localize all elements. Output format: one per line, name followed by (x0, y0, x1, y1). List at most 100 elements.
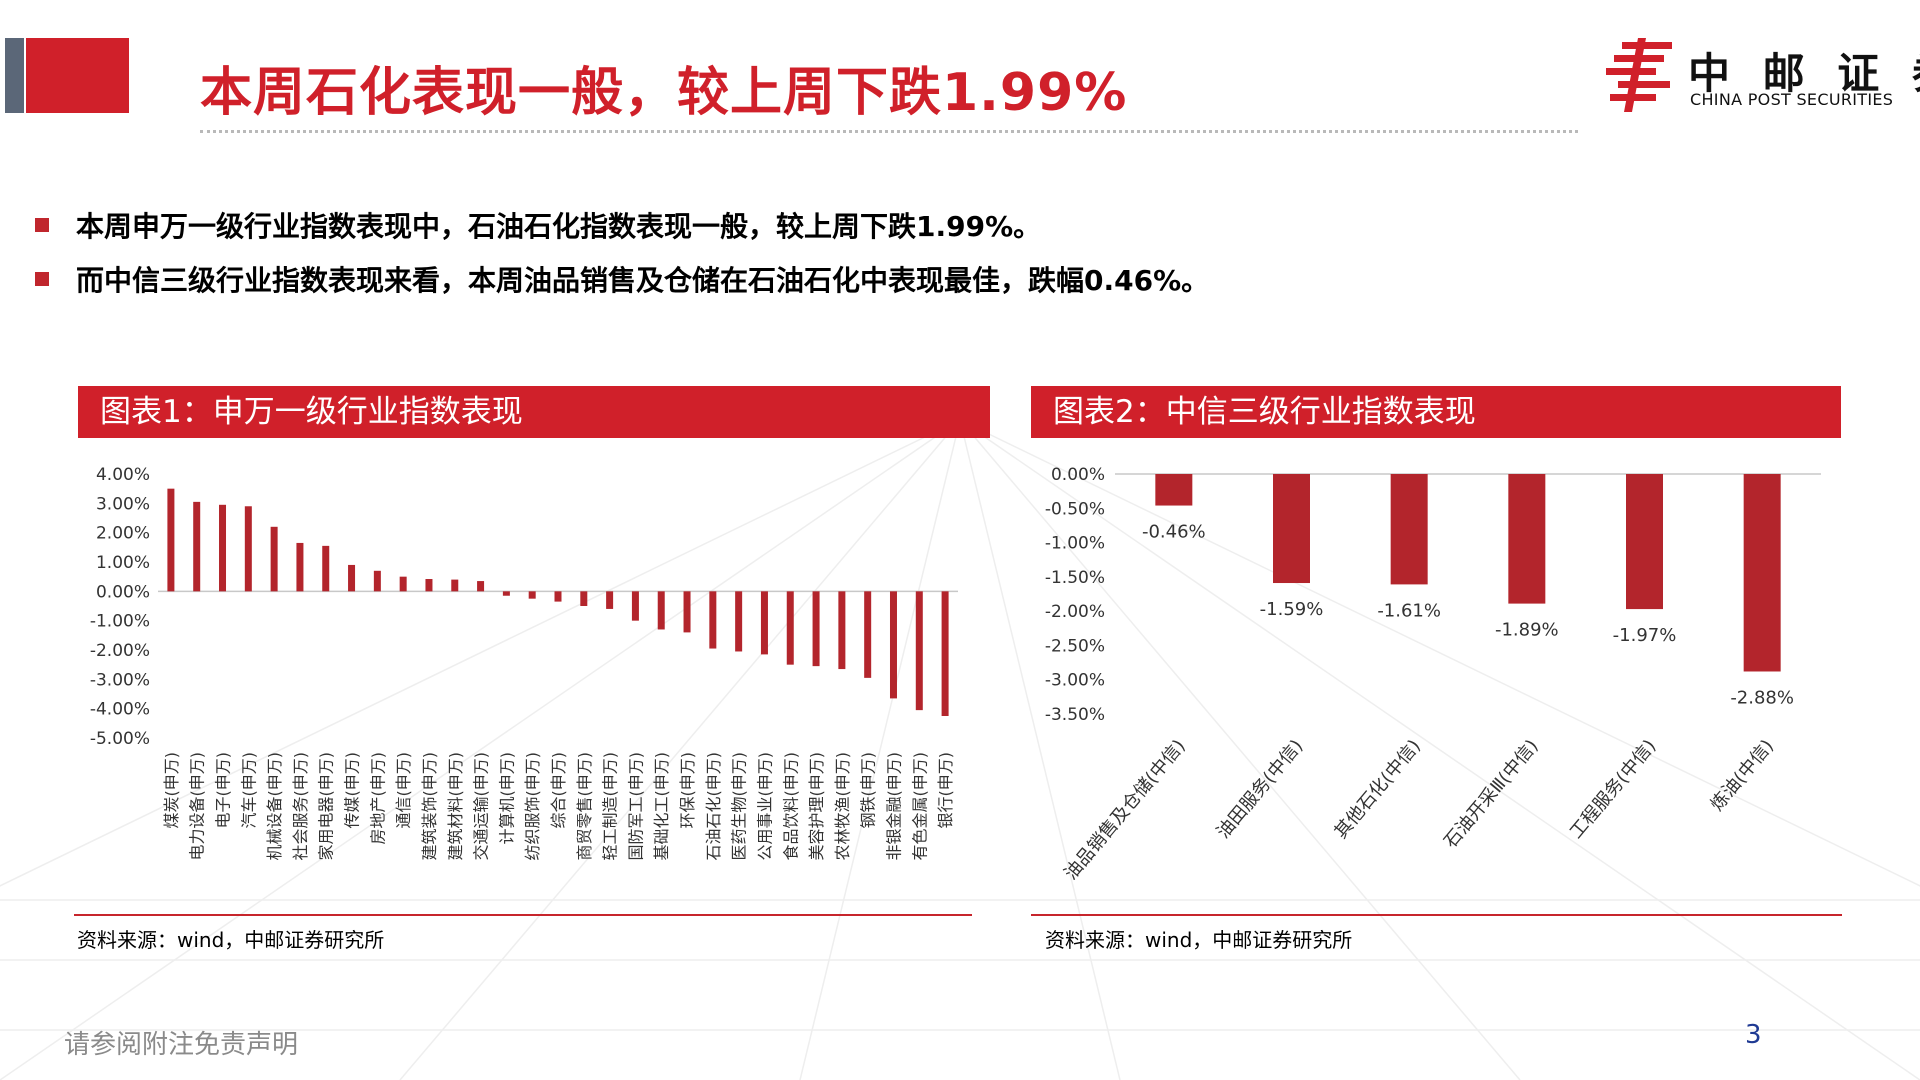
chart1-y-tick-label: -5.00% (90, 729, 150, 749)
chart2-y-tick-label: -3.50% (1045, 705, 1105, 725)
chart2-source-divider (1031, 914, 1842, 916)
chart1-category-label: 轻工制造(申万) (601, 752, 620, 861)
chart1-source-divider (74, 914, 972, 916)
chart1-y-tick-label: 1.00% (96, 553, 150, 573)
chart2-heading: 图表2：中信三级行业指数表现 (1031, 386, 1841, 438)
chart1-category-label: 银行(申万) (936, 752, 955, 829)
chart2-category-label: 石油开采Ⅲ(中信) (1440, 736, 1543, 853)
summary-bullets: 本周申万一级行业指数表现中，石油石化指数表现一般，较上周下跌1.99%。 而中信… (30, 198, 1209, 306)
chart1-bar (193, 501, 201, 592)
chart1-y-tick-label: -1.00% (90, 612, 150, 632)
chart1-category-label: 传媒(申万) (343, 752, 362, 829)
chart1-category-label: 商贸零售(申万) (575, 752, 594, 861)
chart1-bar (709, 591, 717, 649)
chart1-y-tick-label: 4.00% (96, 465, 150, 485)
chart1-category-label: 环保(申万) (678, 752, 697, 829)
chart1-y-tick-label: 2.00% (96, 524, 150, 544)
chart2-bar (1390, 474, 1428, 585)
chart1-y-tick-label: -3.00% (90, 670, 150, 690)
chart2-bar (1626, 474, 1663, 610)
chart1-bar (399, 576, 407, 592)
chart1-category-label: 石油石化(申万) (704, 752, 723, 861)
chart1-category-label: 通信(申万) (394, 752, 413, 829)
chart1-category-label: 电力设备(申万) (188, 752, 207, 861)
chart1-y-tick-label: -4.00% (90, 700, 150, 720)
title-divider (200, 130, 1578, 133)
page-number: 3 (1745, 1020, 1762, 1050)
chart1-category-label: 建筑装饰(申万) (420, 752, 439, 861)
chart2-y-tick-label: -3.00% (1045, 671, 1105, 691)
chart1-category-label: 煤炭(申万) (162, 752, 181, 829)
logo-english-name: CHINA POST SECURITIES (1690, 90, 1894, 109)
chart1-category-label: 非银金融(申万) (884, 752, 903, 861)
chart2-data-label: -2.88% (1730, 687, 1794, 708)
chart1-bar (296, 542, 304, 592)
chart2-bar (1508, 474, 1546, 604)
chart1-category-label: 汽车(申万) (239, 752, 258, 829)
chart1-bar (786, 591, 794, 665)
chart1-y-tick-label: 0.00% (96, 582, 150, 602)
header-accent-dark (5, 38, 24, 113)
chart1-bar (554, 591, 562, 602)
chart2-bar (1273, 474, 1310, 584)
chart1-bar (606, 591, 614, 609)
chart1-category-label: 交通运输(申万) (472, 752, 491, 861)
chart1-y-tick-label: -2.00% (90, 641, 150, 661)
chart2-data-label: -1.59% (1260, 599, 1324, 620)
bullet-item: 本周申万一级行业指数表现中，石油石化指数表现一般，较上周下跌1.99%。 (30, 198, 1209, 252)
chart2-data-label: -0.46% (1142, 522, 1206, 543)
chart1-bar (425, 579, 433, 592)
chart1-category-label: 钢铁(申万) (859, 752, 878, 829)
chart1-category-label: 医药生物(申万) (730, 752, 749, 861)
chart1-category-label: 国防军工(申万) (626, 752, 645, 861)
chart1-bar (580, 591, 588, 606)
chart1-category-label: 电子(申万) (214, 752, 233, 829)
chart1-category-label: 综合(申万) (549, 752, 568, 829)
chart2-category-label: 炼油(中信) (1707, 736, 1778, 815)
chart1-bar (219, 504, 227, 592)
chart1-bar (244, 506, 252, 592)
chart2-source: 资料来源：wind，中邮证券研究所 (1045, 928, 1353, 952)
chart1-category-label: 美容护理(申万) (807, 752, 826, 861)
chart2-data-label: -1.89% (1495, 620, 1559, 641)
chart2-data-label: -1.97% (1613, 625, 1677, 646)
bullet-item: 而中信三级行业指数表现来看，本周油品销售及仓储在石油石化中表现最佳，跌幅0.46… (30, 252, 1209, 306)
chart2-category-label: 工程服务(中信) (1566, 736, 1661, 843)
chart2-y-tick-label: -2.50% (1045, 636, 1105, 656)
chart1-bar (683, 591, 691, 633)
disclaimer: 请参阅附注免责声明 (64, 1030, 299, 1060)
page-title: 本周石化表现一般，较上周下跌1.99% (200, 63, 1128, 123)
china-post-emblem-icon (1606, 38, 1672, 112)
chart1-category-label: 有色金属(申万) (910, 752, 929, 861)
chart2-y-tick-label: -0.50% (1045, 499, 1105, 519)
chart2-y-tick-label: -1.00% (1045, 534, 1105, 554)
bullet-text: 而中信三级行业指数表现来看，本周油品销售及仓储在石油石化中表现最佳，跌幅0.46… (76, 264, 1210, 297)
chart1-bar (812, 591, 820, 667)
chart1-bar (373, 570, 381, 592)
chart1-source: 资料来源：wind，中邮证券研究所 (77, 928, 385, 952)
chart1-category-label: 纺织服饰(申万) (523, 752, 542, 861)
chart1-bar (270, 526, 278, 592)
chart1-bar (657, 591, 665, 630)
chart1-category-label: 公用事业(申万) (755, 752, 774, 861)
chart2-category-label: 油田服务(中信) (1213, 736, 1308, 843)
chart1-category-label: 机械设备(申万) (265, 752, 284, 861)
chart1-bar (477, 581, 485, 592)
chart1-category-label: 基础化工(申万) (652, 752, 671, 861)
chart1-bar (941, 591, 949, 716)
chart1-category-label: 家用电器(申万) (317, 752, 336, 861)
chart1-bar (915, 591, 923, 711)
chart1-bar (167, 488, 175, 592)
chart1-shenwan-industry: 4.00% 3.00% 2.00% 1.00% 0.00% -1.00% -2.00% -3.… (90, 465, 958, 861)
chart1-bar (760, 591, 768, 655)
chart1-category-label: 社会服务(申万) (291, 752, 310, 861)
company-logo: 中 邮 证 券 CHINA POST SECURITIES (1600, 36, 1920, 116)
chart1-bar (528, 591, 536, 599)
chart2-citic-industry: 0.00% -0.50% -1.00% -1.50% -2.00% -2.50% -3.00… (1045, 465, 1821, 884)
chart2-category-label: 其他石化(中信) (1330, 736, 1425, 843)
logo-chinese-name: 中 邮 证 券 (1688, 49, 1920, 98)
chart1-bar (348, 564, 356, 592)
chart1-bar (889, 591, 897, 699)
chart2-y-tick-label: 0.00% (1051, 465, 1105, 485)
